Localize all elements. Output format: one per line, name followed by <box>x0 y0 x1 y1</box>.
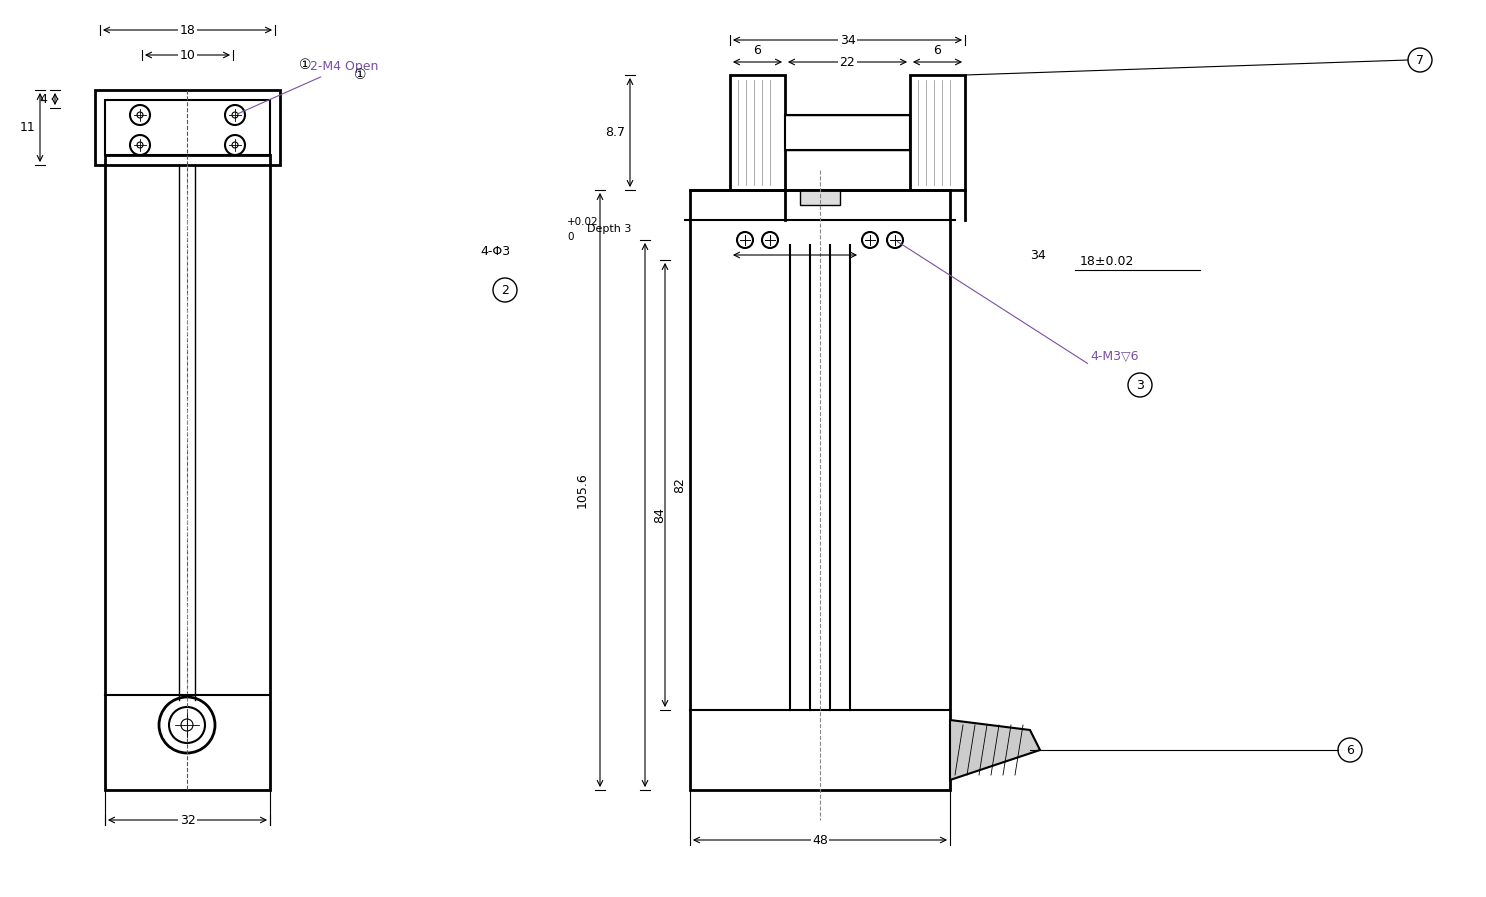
Bar <box>909 75 964 190</box>
Circle shape <box>224 105 245 125</box>
Text: ①: ① <box>354 68 366 82</box>
Text: 4-M3▽6: 4-M3▽6 <box>1091 350 1138 363</box>
Circle shape <box>737 232 753 248</box>
Circle shape <box>762 232 779 248</box>
Text: 6: 6 <box>753 43 761 57</box>
Text: 22: 22 <box>840 56 856 68</box>
Text: 0: 0 <box>568 232 574 242</box>
Bar <box>106 155 270 790</box>
Circle shape <box>1409 48 1433 72</box>
Text: 3: 3 <box>1137 379 1144 391</box>
Text: 6: 6 <box>1346 744 1354 756</box>
Circle shape <box>137 142 143 148</box>
Text: 8.7: 8.7 <box>605 126 626 139</box>
Bar <box>690 190 950 790</box>
Text: 2-M4 Open: 2-M4 Open <box>238 60 379 114</box>
Text: ①: ① <box>299 58 311 72</box>
Text: 34: 34 <box>840 33 856 47</box>
Text: 18±0.02: 18±0.02 <box>1080 255 1134 268</box>
Text: +0.02: +0.02 <box>568 217 599 227</box>
Circle shape <box>137 112 143 118</box>
Text: 10: 10 <box>180 48 196 62</box>
Circle shape <box>1337 738 1363 762</box>
Bar <box>785 115 909 150</box>
Circle shape <box>493 278 517 302</box>
Circle shape <box>232 142 238 148</box>
Text: 18: 18 <box>180 23 196 37</box>
Text: 32: 32 <box>180 814 195 826</box>
Text: 11: 11 <box>21 121 36 134</box>
Bar <box>730 75 785 190</box>
Bar <box>95 90 279 165</box>
Circle shape <box>1128 373 1152 397</box>
Text: 2: 2 <box>501 283 508 297</box>
Text: Depth 3: Depth 3 <box>587 224 632 234</box>
Text: 34: 34 <box>1030 248 1046 262</box>
Text: 4-Φ3: 4-Φ3 <box>480 245 510 258</box>
Circle shape <box>159 697 215 753</box>
Circle shape <box>181 719 193 731</box>
Circle shape <box>224 135 245 155</box>
Text: 48: 48 <box>811 833 828 847</box>
Text: 84: 84 <box>652 507 666 523</box>
Circle shape <box>232 112 238 118</box>
Text: 105.6: 105.6 <box>575 472 588 508</box>
Text: 82: 82 <box>673 477 687 493</box>
Circle shape <box>862 232 878 248</box>
Circle shape <box>169 707 205 743</box>
Circle shape <box>887 232 903 248</box>
Text: 7: 7 <box>1416 54 1424 66</box>
Polygon shape <box>950 720 1040 780</box>
Text: 4: 4 <box>39 92 48 106</box>
Bar <box>799 190 840 205</box>
Text: 6: 6 <box>933 43 942 57</box>
Circle shape <box>129 105 150 125</box>
Circle shape <box>129 135 150 155</box>
Bar <box>106 100 270 155</box>
